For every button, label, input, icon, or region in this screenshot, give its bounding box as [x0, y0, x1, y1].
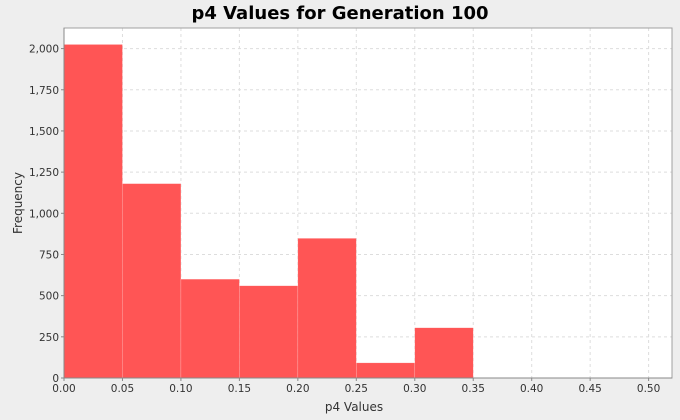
y-tick-label: 1,250 — [29, 167, 59, 179]
y-axis-title: Frequency — [11, 172, 25, 234]
x-tick-label: 0.35 — [462, 383, 485, 395]
histogram-bars — [63, 44, 649, 379]
y-tick-label: 1,500 — [29, 126, 59, 138]
y-tick-label: 2,000 — [29, 44, 59, 56]
x-tick-label: 0.10 — [169, 383, 192, 395]
x-axis-title: p4 Values — [325, 400, 383, 414]
x-tick-label: 0.20 — [286, 383, 309, 395]
histogram-bar — [356, 362, 416, 379]
histogram-bar — [180, 278, 240, 379]
y-tick-label: 750 — [39, 249, 59, 261]
x-tick-label: 0.05 — [111, 383, 134, 395]
x-tick-label: 0.50 — [637, 383, 660, 395]
x-tick-label: 0.30 — [403, 383, 426, 395]
axes — [63, 27, 673, 379]
histogram-bar — [297, 238, 357, 379]
x-tick-label: 0.45 — [578, 383, 601, 395]
histogram-bar — [122, 183, 182, 379]
y-tick-label: 1,750 — [29, 85, 59, 97]
y-axis-ticks: 0 250 500 750 1,000 1,250 1,500 1,750 2,000 — [29, 44, 64, 385]
y-tick-label: 250 — [39, 332, 59, 344]
histogram-bar — [414, 327, 474, 379]
x-tick-label: 0.40 — [520, 383, 543, 395]
histogram-bar — [63, 44, 123, 379]
x-tick-label: 0.00 — [52, 383, 75, 395]
chart-title: p4 Values for Generation 100 — [191, 3, 489, 24]
x-tick-label: 0.15 — [228, 383, 251, 395]
histogram-bar — [239, 285, 299, 379]
y-tick-label: 500 — [39, 291, 59, 303]
y-tick-label: 1,000 — [29, 208, 59, 220]
x-axis-ticks: 0.00 0.05 0.10 0.15 0.20 0.25 0.30 0.35 0.40 0.45… — [52, 378, 660, 395]
y-tick-label: 0 — [52, 373, 59, 385]
x-tick-label: 0.25 — [345, 383, 368, 395]
